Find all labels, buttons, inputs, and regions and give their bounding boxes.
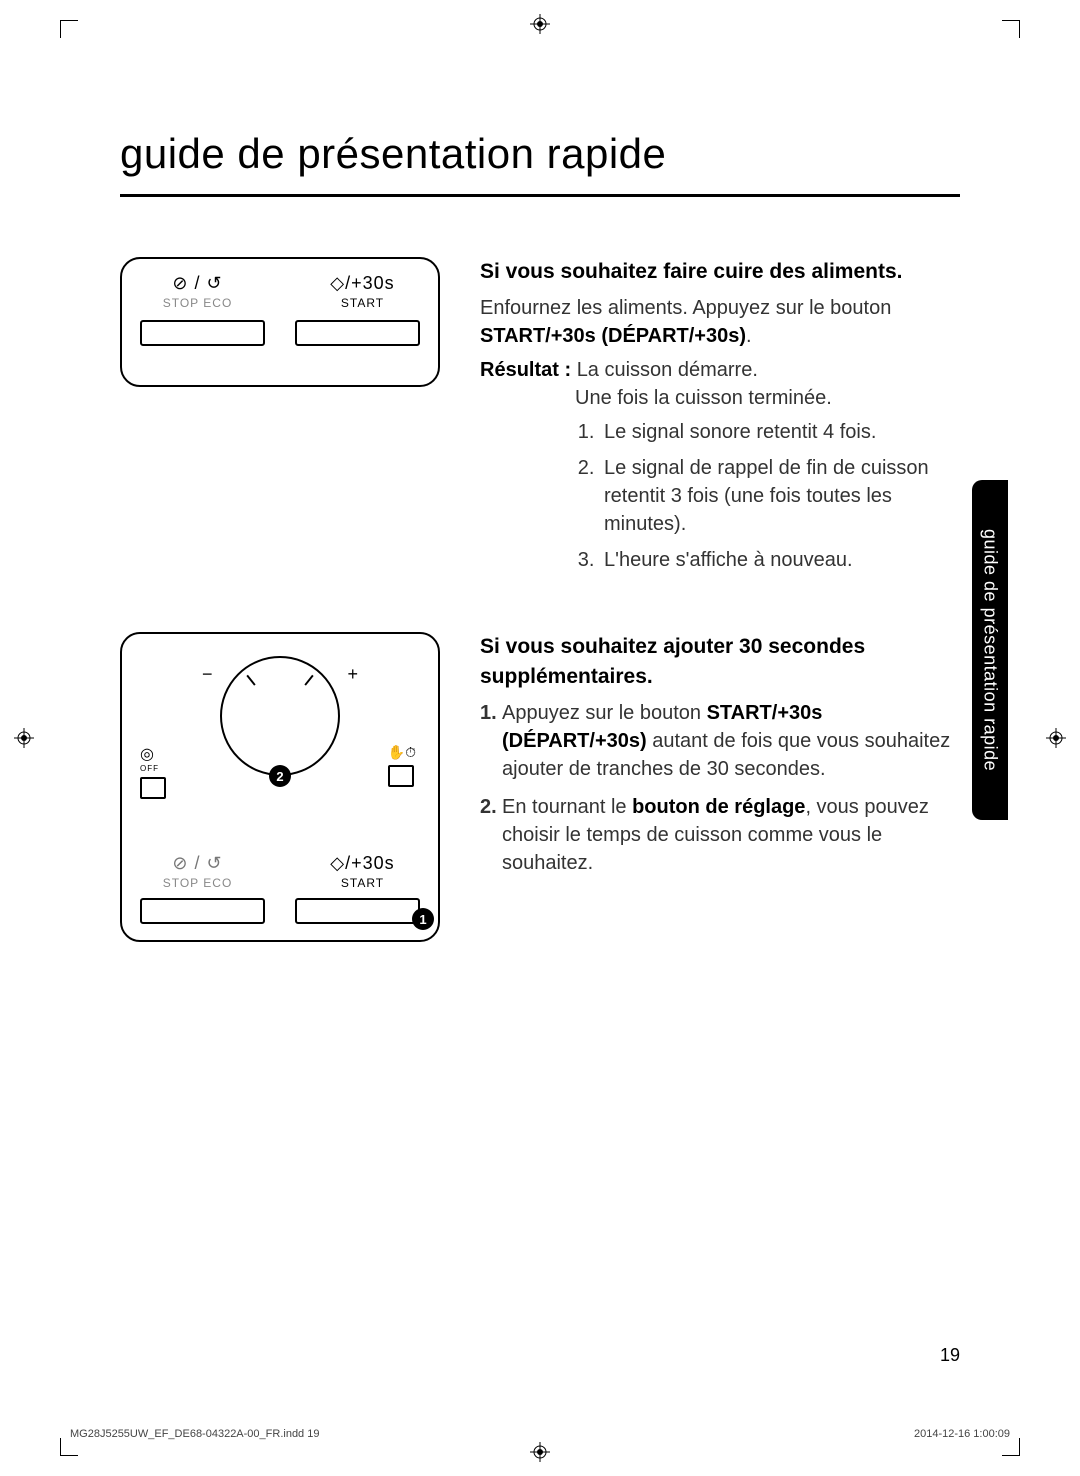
text: En tournant le <box>502 796 632 818</box>
stop-button-graphic <box>140 898 265 924</box>
section-intro: Enfournez les aliments. Appuyez sur le b… <box>480 294 960 350</box>
stop-eco-icon: ⊘ / ↺ <box>140 273 255 294</box>
start-button-graphic <box>295 898 420 924</box>
footer-timestamp: 2014-12-16 1:00:09 <box>914 1428 1010 1440</box>
start-label: START <box>305 876 420 890</box>
hand-timer-icon: ✋⏱ <box>388 744 416 761</box>
minus-icon: − <box>202 664 213 685</box>
text-bold: START/+30s (DÉPART/+30s) <box>480 325 746 347</box>
text: . <box>746 325 752 347</box>
control-panel-figure-2: − + 2 ◎ OFF ✋⏱ <box>120 632 440 942</box>
start-label: START <box>305 296 420 310</box>
registration-mark-icon <box>14 728 34 748</box>
page-number: 19 <box>940 1345 960 1366</box>
text-bold: bouton de réglage <box>632 796 805 818</box>
side-tab-label: guide de présentation rapide <box>980 529 1001 771</box>
start-30s-icon: ◇/+30s <box>305 273 420 294</box>
list-item: L'heure s'affiche à nouveau. <box>600 546 960 574</box>
crop-mark <box>60 1438 78 1456</box>
list-item: Le signal de rappel de fin de cuisson re… <box>600 454 960 538</box>
crop-mark <box>60 20 78 38</box>
text: Appuyez sur le bouton <box>502 702 707 724</box>
stop-eco-icon: ⊘ / ↺ <box>140 853 255 874</box>
crop-mark <box>1002 20 1020 38</box>
callout-badge: 1 <box>412 908 434 930</box>
result-label: Résultat : <box>480 356 571 384</box>
text: Enfournez les aliments. Appuyez sur le b… <box>480 297 891 319</box>
section-heading: Si vous souhaitez ajouter 30 secondes su… <box>480 632 960 691</box>
item-number: 2. <box>480 793 502 877</box>
item-number: 1. <box>480 699 502 783</box>
start-30s-icon: ◇/+30s <box>305 853 420 874</box>
stop-eco-label: STOP ECO <box>140 876 255 890</box>
section-heading: Si vous souhaitez faire cuire des alimen… <box>480 257 960 286</box>
callout-badge: 2 <box>269 765 291 787</box>
timer-icon-group: ✋⏱ <box>388 744 416 787</box>
button-graphic <box>388 765 414 787</box>
registration-mark-icon <box>530 1442 550 1462</box>
list-item: Le signal sonore retentit 4 fois. <box>600 418 960 446</box>
registration-mark-icon <box>1046 728 1066 748</box>
list-item: 2. En tournant le bouton de réglage, vou… <box>480 793 960 877</box>
crop-mark <box>1002 1438 1020 1456</box>
footer-file-name: MG28J5255UW_EF_DE68-04322A-00_FR.indd 19 <box>70 1428 319 1440</box>
side-tab: guide de présentation rapide <box>972 480 1008 820</box>
instruction-list: 1. Appuyez sur le bouton START/+30s (DÉP… <box>480 699 960 877</box>
result-text: Une fois la cuisson terminée. <box>480 384 960 412</box>
power-off-icon: ◎ <box>140 744 166 764</box>
result-list: Le signal sonore retentit 4 fois. Le sig… <box>480 418 960 574</box>
stop-eco-label: STOP ECO <box>140 296 255 310</box>
off-icon-group: ◎ OFF <box>140 744 166 799</box>
plus-icon: + <box>347 664 358 685</box>
stop-button-graphic <box>140 320 265 346</box>
start-button-graphic <box>295 320 420 346</box>
dial-graphic: − + 2 <box>220 656 340 776</box>
result-text: La cuisson démarre. <box>577 359 758 381</box>
page-title: guide de présentation rapide <box>120 130 960 197</box>
control-panel-figure-1: ⊘ / ↺ STOP ECO ◇/+30s START <box>120 257 440 387</box>
list-item: 1. Appuyez sur le bouton START/+30s (DÉP… <box>480 699 960 783</box>
registration-mark-icon <box>530 14 550 34</box>
button-graphic <box>140 777 166 799</box>
off-sub-label: OFF <box>140 764 166 773</box>
